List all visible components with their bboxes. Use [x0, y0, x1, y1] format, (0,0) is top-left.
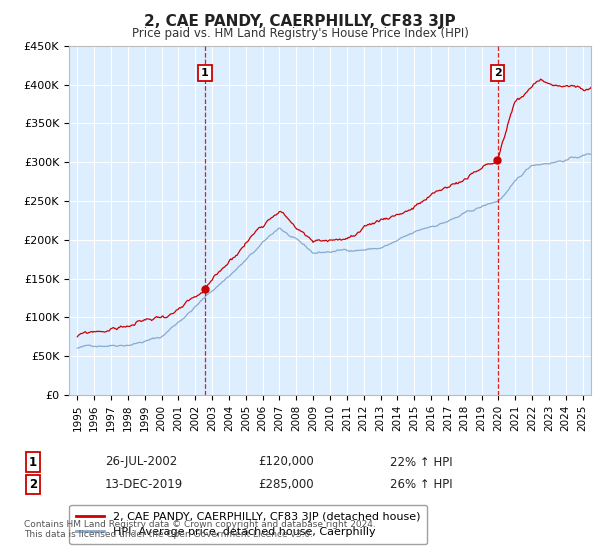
Text: 22% ↑ HPI: 22% ↑ HPI	[390, 455, 452, 469]
Text: 26-JUL-2002: 26-JUL-2002	[105, 455, 177, 469]
Text: 1: 1	[29, 455, 37, 469]
Legend: 2, CAE PANDY, CAERPHILLY, CF83 3JP (detached house), HPI: Average price, detache: 2, CAE PANDY, CAERPHILLY, CF83 3JP (deta…	[70, 505, 427, 544]
Text: 13-DEC-2019: 13-DEC-2019	[105, 478, 183, 491]
Text: £120,000: £120,000	[258, 455, 314, 469]
Text: 2, CAE PANDY, CAERPHILLY, CF83 3JP: 2, CAE PANDY, CAERPHILLY, CF83 3JP	[144, 14, 456, 29]
Text: 26% ↑ HPI: 26% ↑ HPI	[390, 478, 452, 491]
Text: Contains HM Land Registry data © Crown copyright and database right 2024.
This d: Contains HM Land Registry data © Crown c…	[24, 520, 376, 539]
Text: 2: 2	[29, 478, 37, 491]
Text: 1: 1	[201, 68, 209, 78]
Text: 2: 2	[494, 68, 502, 78]
Text: Price paid vs. HM Land Registry's House Price Index (HPI): Price paid vs. HM Land Registry's House …	[131, 27, 469, 40]
Text: £285,000: £285,000	[258, 478, 314, 491]
